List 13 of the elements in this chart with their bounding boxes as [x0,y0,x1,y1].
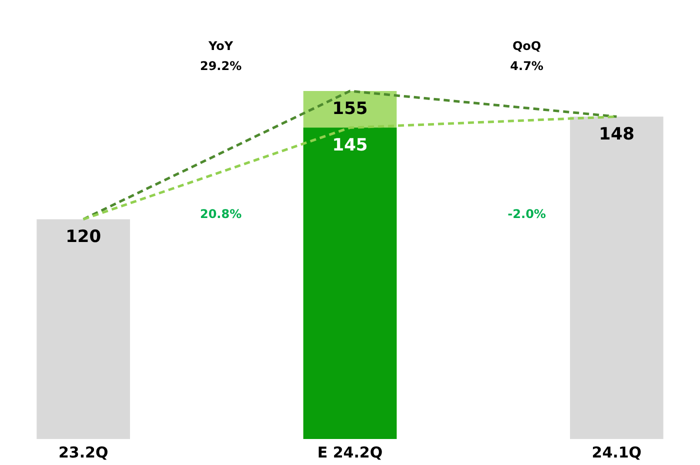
text: 4.7% [510,59,544,73]
data-label: 155 [332,99,368,120]
annotation: 20.8% [200,207,242,221]
text: QoQ [512,39,542,53]
data-label: 120 [66,227,102,248]
text: 29.2% [200,59,242,73]
x-tick-label: 24.1Q [592,444,642,462]
data-label: 148 [598,124,634,145]
x-tick-label: E 24.2Q [317,444,383,462]
text: YoY [208,39,234,53]
annotation: -2.0% [508,207,546,221]
data-label: 145 [332,136,368,156]
x-tick-label: 23.2Q [58,444,108,462]
